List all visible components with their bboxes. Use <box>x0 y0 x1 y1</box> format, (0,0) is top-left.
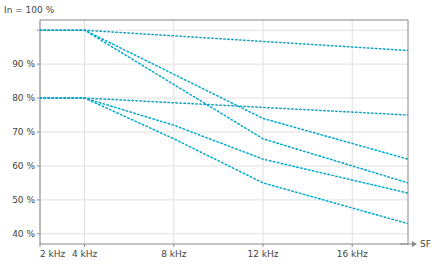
x-grid-line <box>263 20 264 244</box>
plot-frame <box>40 20 408 244</box>
y-grid-line <box>40 199 408 200</box>
page: {"chart_data": {"type": "line", "y_label… <box>0 0 438 267</box>
x-grid-line <box>173 20 174 244</box>
lines <box>40 30 408 223</box>
y-grid-line <box>40 132 408 133</box>
series-line <box>40 30 408 50</box>
y-tick-label: 50 % <box>12 195 35 205</box>
x-tick-label: 12 kHz <box>248 249 279 259</box>
y-grid-line <box>40 64 408 65</box>
y-tick-label: 80 % <box>12 93 35 103</box>
series-line <box>40 30 408 159</box>
x-tick-label: 2 kHz <box>40 249 66 259</box>
x-grid-line <box>84 20 85 244</box>
y-tick-label: 70 % <box>12 127 35 137</box>
y-axis-label: In = 100 % <box>4 5 55 15</box>
x-axis-label: SF <box>420 239 431 249</box>
series-line <box>40 98 408 193</box>
series-line <box>40 30 408 183</box>
y-grid-line <box>40 30 408 31</box>
x-tick-label: 8 kHz <box>161 249 187 259</box>
plot-area <box>40 20 408 244</box>
y-tick-label: 40 % <box>12 229 35 239</box>
series-line <box>40 98 408 224</box>
x-grid-line <box>352 20 353 244</box>
series-line <box>40 98 408 115</box>
x-tick-label: 4 kHz <box>72 249 98 259</box>
y-tick-label: 90 % <box>12 59 35 69</box>
chart: 40 % 50 % 60 % 70 % 80 % 90 % 2 kHz 4 kHz 8 kHz 1… <box>0 0 438 267</box>
y-grid-line <box>40 233 408 234</box>
y-tick-label: 60 % <box>12 161 35 171</box>
x-tick-label: 16 kHz <box>337 249 368 259</box>
x-axis-arrow-head <box>412 241 417 247</box>
